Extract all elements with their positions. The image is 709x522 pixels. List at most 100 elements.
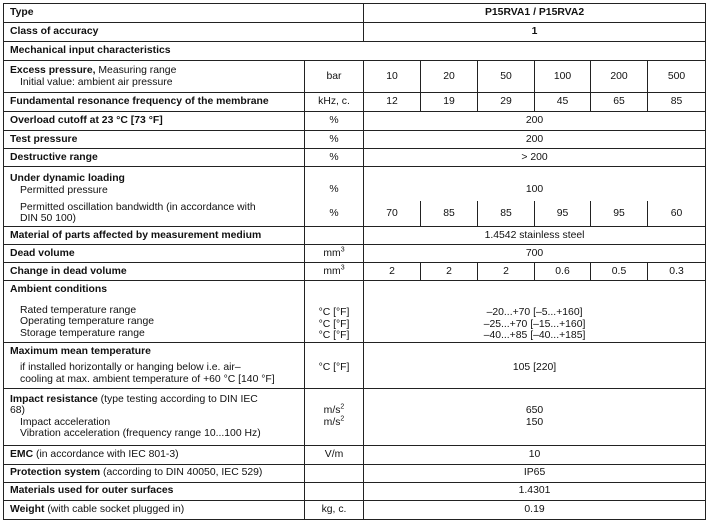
ambient-rated-label: Rated temperature range [20,304,137,316]
outer-value: 1.4301 [363,481,707,501]
impact-heading-rest: (type testing according to DIN IEC [97,393,258,405]
impact-unit-2: m/s2 [323,415,345,428]
row-outer-materials: Materials used for outer surfaces 1.4301 [3,481,707,501]
bandwidth-value: 85 [477,200,536,227]
specifications-table: Type P15RVA1 / P15RVA2 Class of accuracy… [2,3,707,520]
change-label: Change in dead volume [3,262,305,281]
change-unit-exp: 3 [340,264,345,272]
change-value: 0.5 [590,262,649,281]
impact-acceleration-label: Impact acceleration [20,416,111,428]
test-unit: % [303,130,365,149]
emc-value: 10 [363,444,707,465]
ambient-units: °C [°F] °C [°F] °C [°F] [303,280,365,343]
impact-heading: Impact resistance [10,393,98,405]
resonance-label: Fundamental resonance frequency of the m… [3,92,305,112]
protection-unit [303,463,365,483]
bandwidth-unit: % [303,200,365,227]
outer-unit [303,481,365,501]
excess-value: 200 [590,60,649,93]
row-emc: EMC (in accordance with IEC 801-3) V/m 1… [3,444,707,465]
ambient-operating-label: Operating temperature range [20,316,155,327]
ambient-storage-unit: °C [°F] [318,330,350,341]
row-ambient: Ambient conditions Rated temperature ran… [3,280,707,343]
weight-unit: kg, c. [303,499,365,520]
protection-value: IP65 [363,463,707,483]
bandwidth-value: 95 [590,200,649,227]
change-value: 0.6 [534,262,592,281]
impact-value-2: 150 [525,416,544,428]
excess-value: 100 [534,60,592,93]
ambient-operating-value: –25...+70 [–15...+160] [483,318,586,330]
accuracy-label: Class of accuracy [2,22,365,42]
accuracy-value: 1 [363,22,707,42]
dynamic-pressure-value: 100 [363,166,707,201]
ambient-rated-unit: °C [°F] [318,307,350,318]
excess-label-rest: Measuring range [95,65,177,76]
row-dynamic-pressure: Under dynamic loading Permitted pressure … [3,166,707,201]
impact-heading-line2: 68) [10,405,26,416]
weight-label: Weight (with cable socket plugged in) [3,499,305,520]
dead-unit-exp: 3 [340,246,345,254]
ambient-label: Ambient conditions Rated temperature ran… [3,280,305,343]
change-unit-base: mm [323,265,341,277]
change-value: 2 [363,262,422,281]
impact-values: 650 150 [363,387,707,446]
bandwidth-value: 85 [420,200,479,227]
excess-value: 500 [647,60,707,93]
emc-unit: V/m [303,444,365,465]
row-dynamic-bandwidth: Permitted oscillation bandwidth (in acco… [3,200,707,227]
overload-label: Overload cutoff at 23 °C [73 °F] [3,111,305,131]
dead-unit: mm3 [303,244,365,263]
dead-unit-base: mm [323,247,341,259]
test-value: 200 [363,130,707,149]
resonance-value: 29 [477,92,536,112]
excess-value: 10 [363,60,422,93]
vibration-acceleration-label: Vibration acceleration (frequency range … [20,428,261,439]
row-weight: Weight (with cable socket plugged in) kg… [3,499,707,520]
impact-value-1: 650 [525,405,544,416]
test-label: Test pressure [3,130,305,149]
dead-label: Dead volume [3,244,305,263]
change-value: 2 [420,262,479,281]
bandwidth-value: 60 [647,200,707,227]
maxmean-sub1: if installed horizontally or hanging bel… [20,362,241,373]
impact-label: Impact resistance (type testing accordin… [3,387,305,446]
maxmean-unit: °C [°F] [303,341,365,389]
ambient-values: –20...+70 [–5...+160] –25...+70 [–15...+… [363,280,707,343]
ambient-rated-value: –20...+70 [–5...+160] [486,307,583,318]
dynamic-label: Under dynamic loading Permitted pressure [3,166,305,201]
destructive-value: > 200 [363,148,707,167]
weight-value: 0.19 [363,499,707,520]
material-value: 1.4542 stainless steel [363,226,707,245]
maxmean-value: 105 [220] [363,341,707,389]
ambient-storage-label: Storage temperature range [20,327,145,339]
outer-label: Materials used for outer surfaces [3,481,305,501]
destructive-unit: % [303,148,365,167]
row-excess-pressure: Excess pressure, Measuring range Initial … [3,60,707,93]
change-value: 2 [477,262,536,281]
excess-label: Excess pressure, Measuring range Initial … [3,60,305,93]
excess-sub: Initial value: ambient air pressure [20,76,173,88]
resonance-value: 65 [590,92,649,112]
maxmean-sub2: cooling at max. ambient temperature of +… [20,373,275,385]
row-protection: Protection system (according to DIN 4005… [3,463,707,483]
row-impact: Impact resistance (type testing accordin… [3,387,707,446]
type-label: Type [2,3,365,23]
ambient-storage-value: –40...+85 [–40...+185] [483,330,586,341]
maxmean-label: Maximum mean temperature if installed ho… [3,341,305,389]
resonance-value: 12 [363,92,422,112]
emc-label: EMC (in accordance with IEC 801-3) [3,444,305,465]
row-resonance: Fundamental resonance frequency of the m… [3,92,707,112]
excess-unit: bar [303,60,365,93]
row-mechanical: Mechanical input characteristics [2,41,707,61]
bandwidth-value: 95 [534,200,592,227]
dynamic-pressure-label: Permitted pressure [20,184,108,196]
dead-value: 700 [363,244,707,263]
overload-value: 200 [363,111,707,131]
bandwidth-label: Permitted oscillation bandwidth (in acco… [3,200,305,227]
row-accuracy: Class of accuracy 1 [2,22,707,42]
resonance-value: 85 [647,92,707,112]
dynamic-heading: Under dynamic loading [10,173,125,185]
mechanical-heading: Mechanical input characteristics [2,41,707,61]
excess-value: 20 [420,60,479,93]
